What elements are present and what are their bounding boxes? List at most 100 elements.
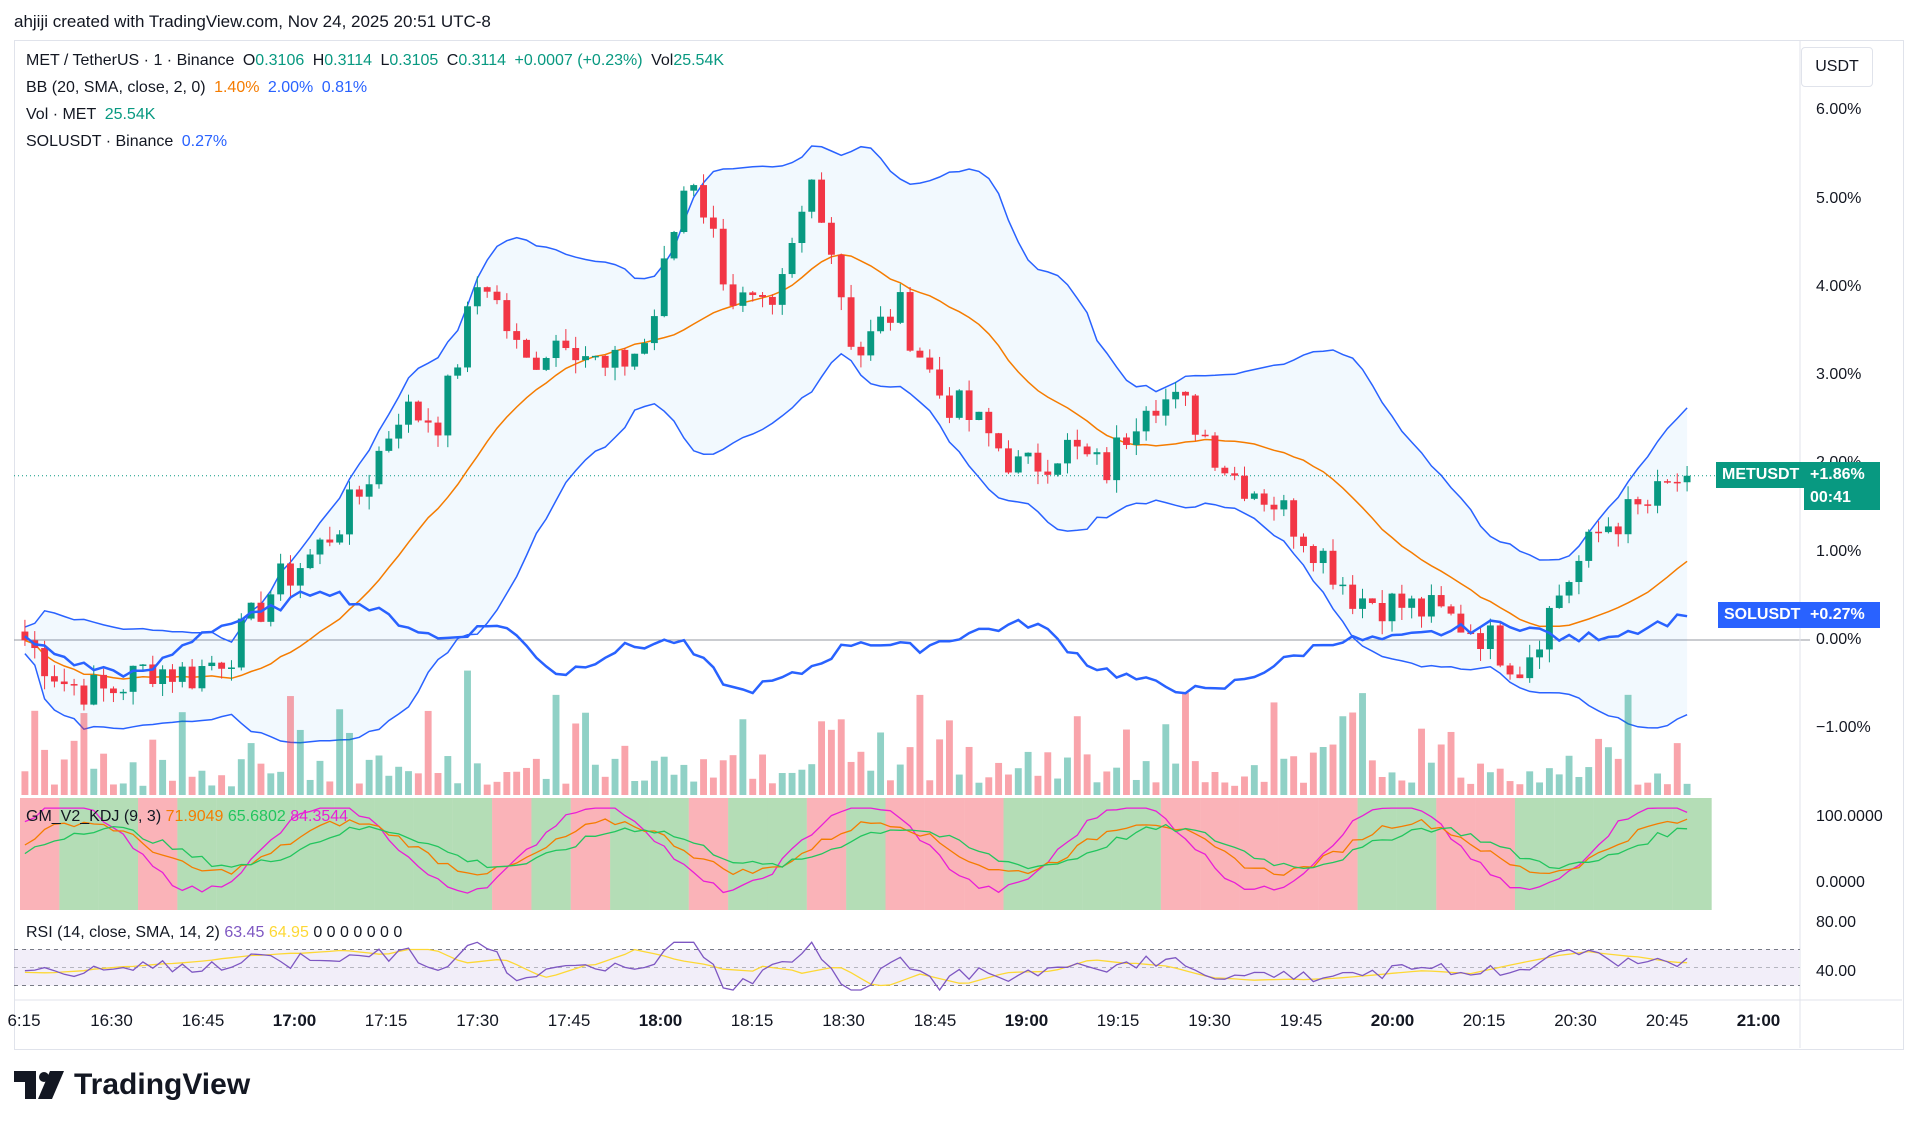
volume-bar bbox=[1496, 768, 1504, 795]
volume-bar bbox=[1073, 716, 1081, 795]
candle-body bbox=[1300, 536, 1307, 547]
low-value: 0.3105 bbox=[389, 52, 439, 69]
candle-body bbox=[1309, 546, 1317, 564]
volume-bar bbox=[867, 770, 875, 795]
volume-bar bbox=[454, 783, 462, 795]
volume-bar bbox=[405, 771, 412, 795]
candle-body bbox=[1054, 463, 1062, 475]
candle-body bbox=[1014, 456, 1022, 473]
volume-bar bbox=[346, 732, 353, 795]
volume-bar bbox=[680, 764, 688, 795]
candle-body bbox=[1418, 598, 1425, 617]
volume-bar bbox=[1123, 729, 1130, 795]
volume-bars bbox=[21, 670, 1691, 795]
candle-body bbox=[896, 292, 904, 323]
candle-body bbox=[729, 284, 737, 306]
candle-body bbox=[218, 662, 226, 669]
candle-body bbox=[1654, 481, 1662, 506]
candle-body bbox=[1211, 435, 1219, 468]
solusdt-line bbox=[24, 590, 1688, 695]
bb-legend[interactable]: BB (20, SMA, close, 2, 0) 1.40% 2.00% 0.… bbox=[26, 79, 371, 97]
candle-body bbox=[247, 602, 255, 619]
kdj-background-block bbox=[492, 798, 532, 910]
volume-bar bbox=[906, 747, 914, 795]
volume-bar bbox=[80, 713, 88, 795]
x-tick-label: 17:30 bbox=[456, 1011, 499, 1030]
candle-body bbox=[1123, 437, 1130, 445]
volume-bar bbox=[709, 777, 717, 795]
candle-body bbox=[670, 232, 678, 259]
candle-body bbox=[198, 666, 206, 689]
volume-bar bbox=[1447, 731, 1455, 795]
currency-button[interactable]: USDT bbox=[1801, 47, 1873, 87]
rsi-axis-bottom: 40.00 bbox=[1816, 963, 1857, 980]
candle-body bbox=[444, 375, 452, 436]
kdj-background-block bbox=[59, 798, 99, 910]
chart-frame[interactable] bbox=[14, 40, 1904, 1050]
candle-body bbox=[1221, 467, 1229, 474]
candle-body bbox=[355, 489, 363, 497]
volume-bar bbox=[178, 712, 186, 795]
candle-body bbox=[1083, 446, 1091, 455]
solusdt-compare-line bbox=[24, 590, 1688, 695]
rsi-line bbox=[24, 941, 1688, 992]
volume-bar bbox=[287, 696, 294, 795]
volume-bar bbox=[690, 781, 698, 795]
volume-bar bbox=[1319, 746, 1327, 795]
compare-legend[interactable]: SOLUSDT · Binance 0.27% bbox=[26, 133, 231, 151]
volume-bar bbox=[670, 774, 678, 795]
volume-bar bbox=[1162, 724, 1170, 795]
volume-bar bbox=[1250, 765, 1258, 795]
kdj-d-value: 65.6802 bbox=[227, 808, 286, 825]
y-tick-label: 1.00% bbox=[1816, 542, 1862, 560]
volume-bar bbox=[483, 784, 491, 795]
kdj-k-value: 71.9049 bbox=[165, 808, 224, 825]
y-tick-label: −1.00% bbox=[1816, 719, 1871, 737]
vol-legend[interactable]: Vol · MET 25.54K bbox=[26, 106, 159, 124]
x-tick-label: 18:00 bbox=[638, 1011, 683, 1030]
candle-body bbox=[523, 339, 530, 358]
candle-body bbox=[1005, 448, 1012, 473]
candle-body bbox=[21, 631, 29, 641]
volume-bar bbox=[218, 775, 226, 795]
kdj-background-block bbox=[1082, 798, 1122, 910]
candle-body bbox=[1477, 633, 1484, 650]
met-countdown-tag: 00:41 bbox=[1804, 486, 1880, 510]
volume-bar bbox=[1260, 781, 1268, 795]
y-tick-label: 0.00% bbox=[1816, 631, 1862, 648]
volume-bar bbox=[1683, 783, 1691, 795]
candle-body bbox=[1329, 550, 1337, 585]
candle-body bbox=[1408, 598, 1416, 608]
volume-bar bbox=[1457, 777, 1465, 795]
candle-body bbox=[385, 438, 393, 451]
x-tick-label: 6:15 bbox=[7, 1011, 41, 1030]
tradingview-logo[interactable]: TradingView bbox=[14, 1068, 250, 1102]
candle-body bbox=[1368, 598, 1376, 604]
candle-body bbox=[847, 297, 855, 347]
y-tick-label: 5.00% bbox=[1816, 189, 1862, 207]
candle-body bbox=[916, 350, 924, 358]
kdj-legend[interactable]: GM_V2_KDJ (9, 3) 71.9049 65.6802 84.3544 bbox=[26, 808, 348, 826]
volume-bar bbox=[1555, 774, 1563, 795]
volume-bar bbox=[827, 729, 835, 795]
candle-body bbox=[1152, 410, 1160, 416]
rsi-legend[interactable]: RSI (14, close, SMA, 14, 2) 63.45 64.95 … bbox=[26, 924, 402, 942]
y-tick-label: 4.00% bbox=[1816, 277, 1862, 295]
kdj-background-block bbox=[1514, 798, 1555, 910]
candle-body bbox=[483, 287, 491, 292]
volume-bar bbox=[1359, 693, 1366, 795]
volume-bar bbox=[90, 768, 98, 795]
volume-bar bbox=[1673, 743, 1681, 795]
candle-body bbox=[1201, 434, 1209, 437]
volume-bar bbox=[503, 772, 511, 795]
bollinger-bands bbox=[24, 145, 1688, 744]
candle-body bbox=[149, 664, 157, 684]
kdj-background-block bbox=[1632, 798, 1673, 910]
volume-bar bbox=[700, 759, 707, 795]
volume-bar bbox=[631, 781, 639, 795]
candle-body bbox=[1614, 526, 1622, 535]
kdj-background-block bbox=[1160, 798, 1201, 910]
vol-indicator-value: 25.54K bbox=[104, 106, 156, 123]
kdj-background-block bbox=[531, 798, 571, 910]
